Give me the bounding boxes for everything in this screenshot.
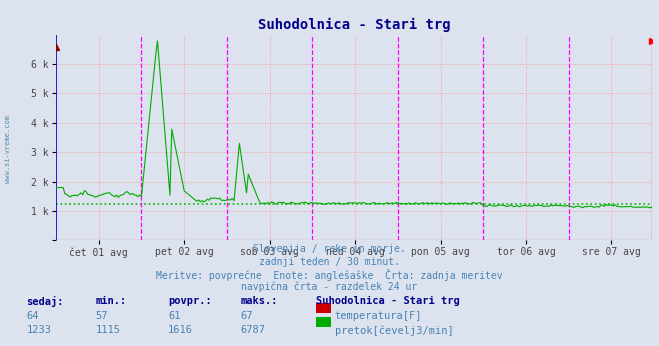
Text: 61: 61 (168, 311, 181, 321)
Text: www.si-vreme.com: www.si-vreme.com (5, 115, 11, 183)
Text: 57: 57 (96, 311, 108, 321)
Text: 64: 64 (26, 311, 39, 321)
Text: 1616: 1616 (168, 325, 193, 335)
Text: min.:: min.: (96, 296, 127, 306)
Text: 6787: 6787 (241, 325, 266, 335)
Text: Slovenija / reke in morje.: Slovenija / reke in morje. (253, 244, 406, 254)
Text: maks.:: maks.: (241, 296, 278, 306)
Text: zadnji teden / 30 minut.: zadnji teden / 30 minut. (259, 257, 400, 267)
Text: pretok[čevelj3/min]: pretok[čevelj3/min] (335, 325, 453, 336)
Text: 1115: 1115 (96, 325, 121, 335)
Text: temperatura[F]: temperatura[F] (335, 311, 422, 321)
Text: povpr.:: povpr.: (168, 296, 212, 306)
Text: Suhodolnica - Stari trg: Suhodolnica - Stari trg (316, 296, 460, 306)
Text: 67: 67 (241, 311, 253, 321)
Text: 1233: 1233 (26, 325, 51, 335)
Title: Suhodolnica - Stari trg: Suhodolnica - Stari trg (258, 18, 451, 32)
Text: navpična črta - razdelek 24 ur: navpična črta - razdelek 24 ur (241, 282, 418, 292)
Text: Meritve: povprečne  Enote: anglešaške  Črta: zadnja meritev: Meritve: povprečne Enote: anglešaške Črt… (156, 269, 503, 281)
Text: sedaj:: sedaj: (26, 296, 64, 307)
